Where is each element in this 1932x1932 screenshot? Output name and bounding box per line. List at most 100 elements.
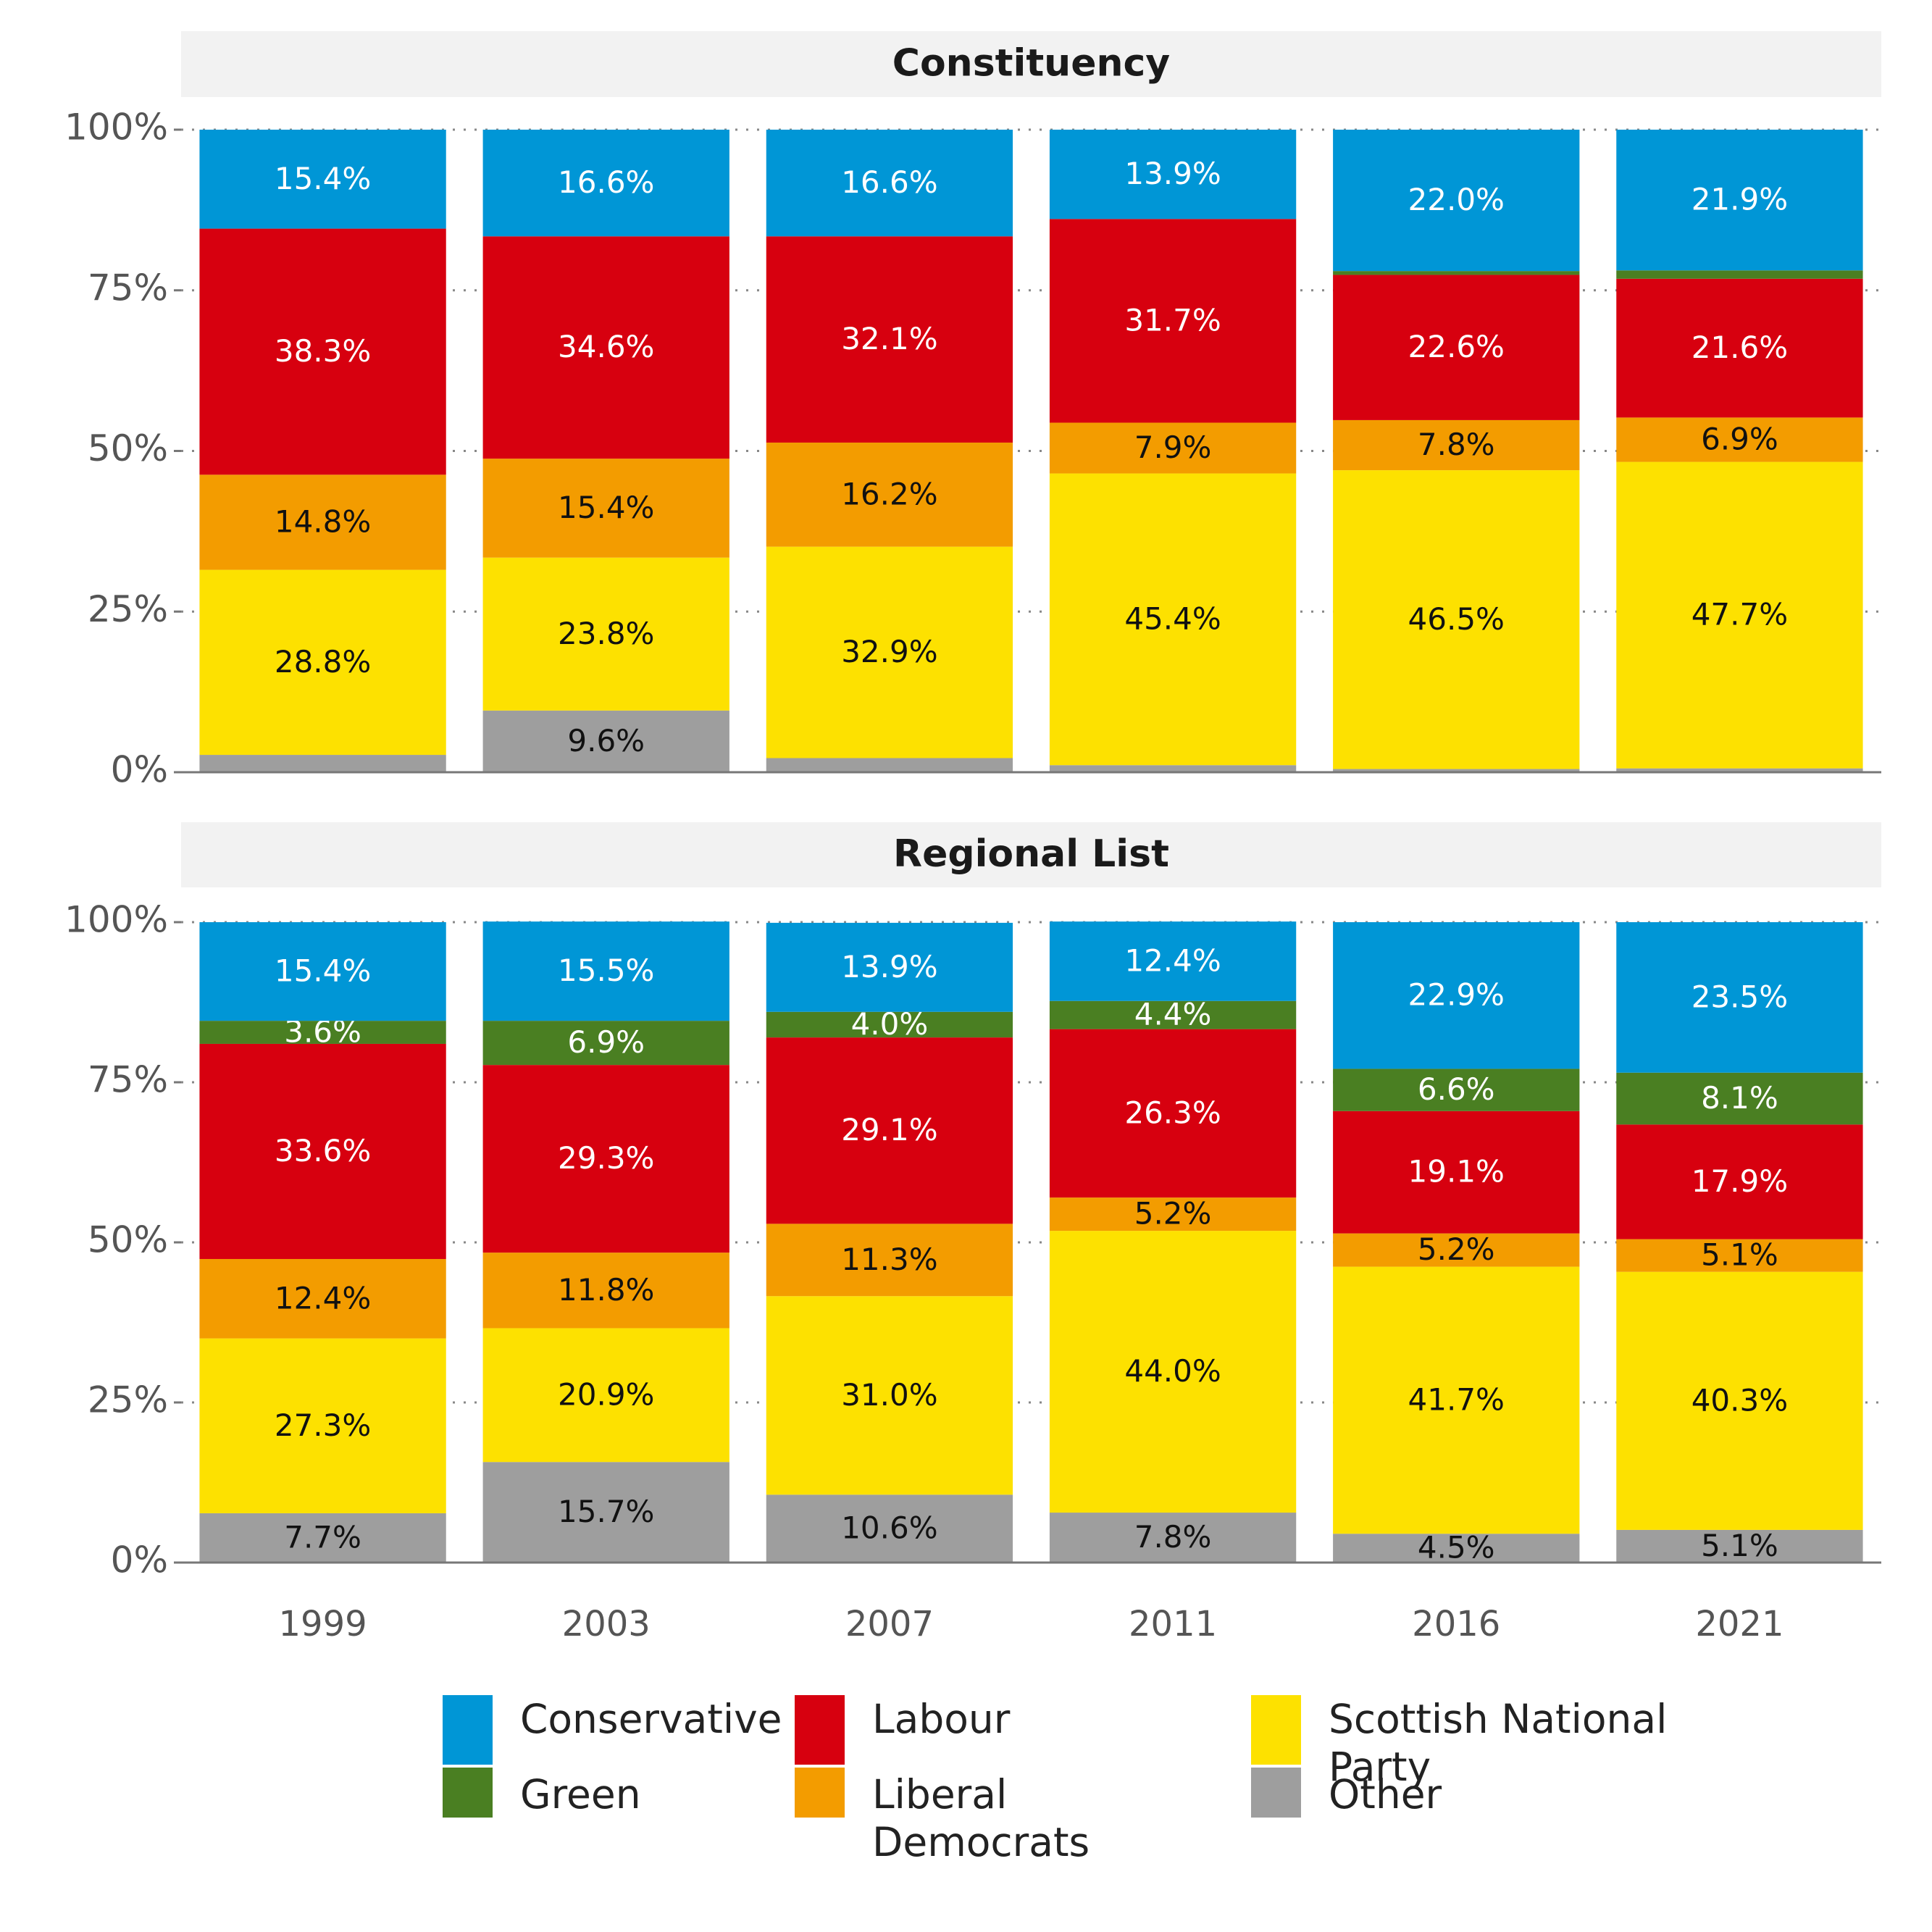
x-tick-label: 1999	[279, 1604, 367, 1644]
data-label: 11.3%	[841, 1242, 937, 1277]
legend-label: Liberal Democrats	[872, 1771, 1090, 1865]
bar-segment	[1049, 765, 1297, 772]
strip	[181, 822, 1881, 887]
bar-segment	[1333, 275, 1580, 420]
bar-segment	[1616, 1239, 1863, 1272]
data-label: 21.9%	[1691, 182, 1788, 217]
data-label: 29.3%	[558, 1140, 654, 1176]
panel-title: Regional List	[893, 832, 1169, 876]
bar-segment	[1333, 1233, 1580, 1267]
bar-segment	[766, 236, 1013, 443]
y-tick-label: 25%	[88, 588, 168, 630]
data-label: 22.9%	[1408, 977, 1505, 1013]
bar-segment	[199, 1338, 446, 1513]
bar-segment	[1333, 1069, 1580, 1111]
legend-swatch	[795, 1768, 845, 1818]
bar-segment	[482, 710, 729, 772]
data-label: 12.4%	[275, 1280, 371, 1316]
bar-segment	[1333, 922, 1580, 1069]
bar-segment	[482, 1328, 729, 1463]
bar-segment	[1333, 1534, 1580, 1563]
bar-segment	[1616, 922, 1863, 1073]
bar-segment	[766, 1296, 1013, 1495]
bar-segment	[1049, 1029, 1297, 1198]
data-label: 16.2%	[841, 476, 937, 511]
bar-segment	[766, 922, 1013, 1012]
bar-segment	[199, 922, 446, 1021]
data-label: 15.4%	[275, 953, 371, 989]
data-label: 20.9%	[558, 1376, 654, 1412]
bar-segment	[1333, 1266, 1580, 1534]
x-tick-label: 2011	[1129, 1604, 1217, 1644]
data-label: 32.1%	[841, 321, 937, 356]
y-tick-label: 50%	[88, 1219, 168, 1261]
legend-swatch	[443, 1695, 493, 1765]
y-tick-label: 100%	[64, 899, 168, 941]
legend: Conservative Green Labour Liberal Democrats…	[0, 1695, 1932, 1865]
bar-segment	[482, 1253, 729, 1329]
y-tick-label: 100%	[64, 106, 168, 149]
bar-segment	[1333, 271, 1580, 275]
bar-segment	[1333, 1111, 1580, 1234]
bar-segment	[1049, 1513, 1297, 1563]
data-label: 13.9%	[841, 949, 937, 984]
bar-segment	[199, 755, 446, 772]
bar-segment	[482, 1462, 729, 1563]
data-label: 23.8%	[558, 616, 654, 651]
bar-segment	[1333, 419, 1580, 471]
bar-segment	[766, 1011, 1013, 1038]
data-label: 9.6%	[567, 723, 645, 758]
data-label: 8.1%	[1701, 1080, 1778, 1116]
data-label: 23.5%	[1691, 979, 1788, 1014]
bar-segment	[199, 1021, 446, 1044]
data-label: 26.3%	[1124, 1095, 1221, 1130]
bar-segment	[1616, 1529, 1863, 1563]
data-label: 5.1%	[1701, 1528, 1778, 1563]
bar-segment	[1616, 278, 1863, 418]
bar-segment	[1333, 769, 1580, 772]
data-label: 12.4%	[1124, 942, 1221, 978]
legend-swatch	[1251, 1768, 1301, 1818]
data-label: 6.9%	[1701, 421, 1778, 456]
bar-segment	[199, 228, 446, 475]
data-label: 46.5%	[1408, 601, 1505, 637]
legend-swatch	[795, 1695, 845, 1765]
bar-segment	[1616, 1124, 1863, 1239]
bar-segment	[482, 1021, 729, 1066]
data-label: 15.7%	[558, 1494, 654, 1529]
bar-segment	[199, 130, 446, 229]
legend-item: Conservative	[443, 1695, 861, 1765]
bar-segment	[1616, 461, 1863, 769]
y-tick-label: 75%	[88, 267, 168, 309]
legend-label: Conservative	[520, 1696, 782, 1742]
bar-segment	[1616, 1271, 1863, 1530]
x-tick-label: 2016	[1412, 1604, 1500, 1644]
bar-segment	[1049, 921, 1297, 1001]
data-label: 28.8%	[275, 644, 371, 679]
data-label: 5.1%	[1701, 1237, 1778, 1273]
y-tick-label: 25%	[88, 1379, 168, 1421]
bar-segment	[766, 1037, 1013, 1224]
data-label: 16.6%	[841, 164, 937, 200]
legend-item: Green	[443, 1768, 861, 1818]
legend-label: Other	[1329, 1771, 1442, 1818]
data-label: 15.4%	[275, 161, 371, 196]
y-tick-label: 0%	[111, 1539, 168, 1581]
bar-segment	[1049, 1231, 1297, 1513]
data-label: 45.4%	[1124, 601, 1221, 636]
data-label: 27.3%	[275, 1408, 371, 1443]
bar-segment	[199, 474, 446, 570]
data-label: 16.6%	[558, 164, 654, 200]
data-label: 29.1%	[841, 1112, 937, 1147]
bar-segment	[1616, 768, 1863, 772]
data-label: 15.4%	[558, 490, 654, 525]
data-label: 6.6%	[1418, 1071, 1495, 1107]
bar-segment	[1616, 270, 1863, 279]
bar-segment	[766, 546, 1013, 758]
data-label: 7.8%	[1134, 1519, 1212, 1555]
data-label: 34.6%	[558, 329, 654, 364]
bar-segment	[1049, 1197, 1297, 1231]
data-label: 5.2%	[1134, 1196, 1212, 1231]
x-tick-label: 2003	[562, 1604, 651, 1644]
